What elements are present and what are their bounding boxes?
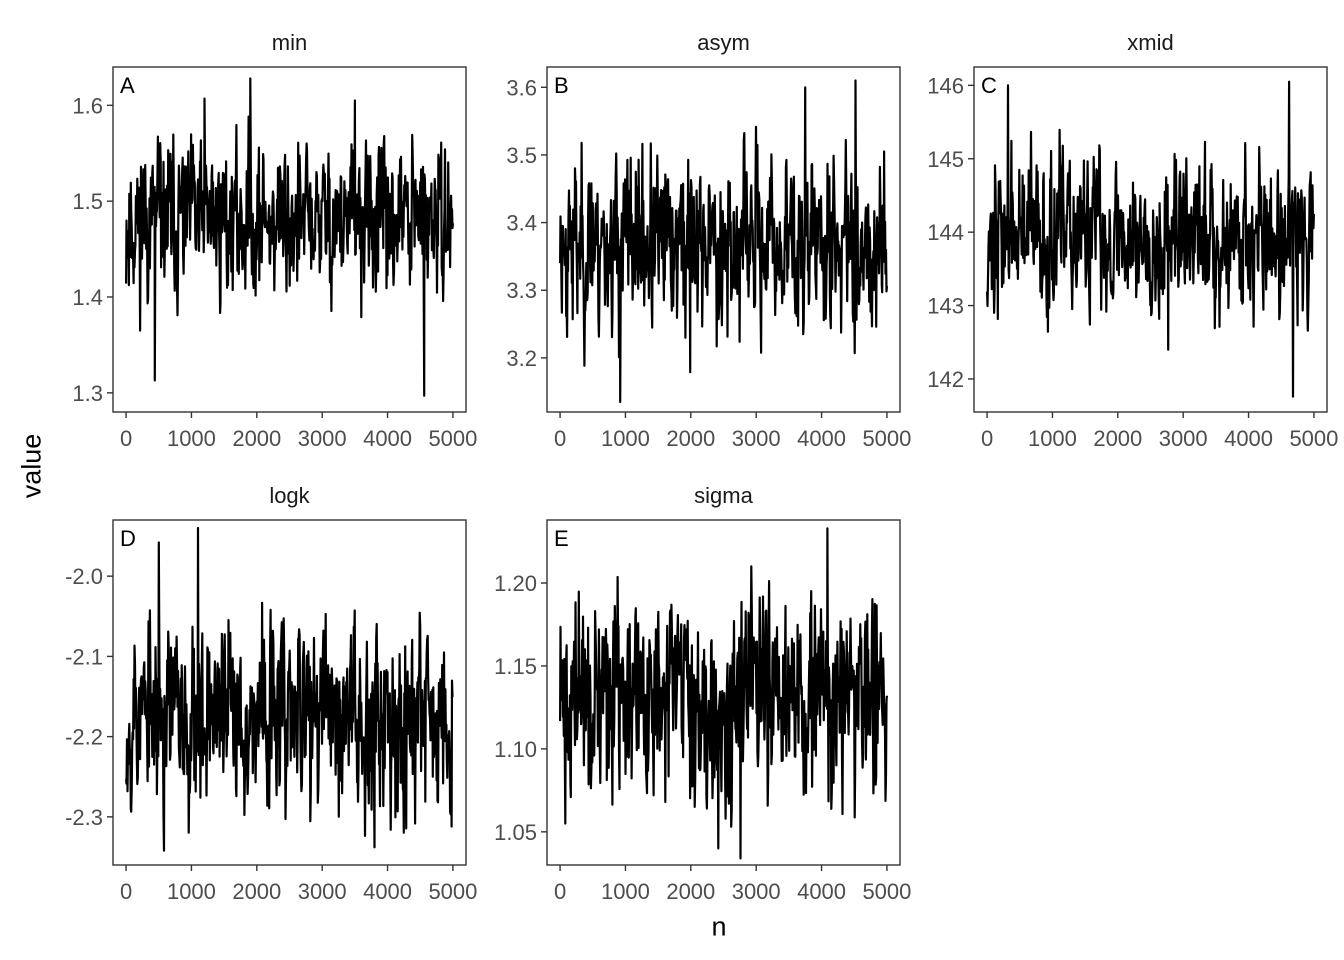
trace-line-xmid xyxy=(986,80,1315,398)
x-tick-label: 3000 xyxy=(298,879,347,904)
y-tick-label: 3.4 xyxy=(506,211,537,236)
panel-tag-label: D xyxy=(120,526,136,551)
panel-border xyxy=(973,66,1328,413)
panel-a: min A 0 1000 2000 3000 4000 5000 1.3 1.4 1.5 1.6 xyxy=(72,30,477,451)
y-tick-label: -2.1 xyxy=(65,644,103,669)
y-tick-label: 1.5 xyxy=(72,189,103,214)
y-tick-label: 1.10 xyxy=(494,737,537,762)
x-tick-label: 0 xyxy=(554,879,566,904)
panel-title: logk xyxy=(269,483,310,508)
x-tick-label: 2000 xyxy=(1093,426,1142,451)
x-tick-label: 0 xyxy=(981,426,993,451)
panel-title: sigma xyxy=(694,483,753,508)
panel-title: min xyxy=(272,30,307,55)
x-tick-label: 2000 xyxy=(232,426,281,451)
y-tick-label: 1.05 xyxy=(494,820,537,845)
x-tick-label: 4000 xyxy=(797,426,846,451)
x-tick-label: 3000 xyxy=(298,426,347,451)
x-tick-label: 5000 xyxy=(1289,426,1338,451)
x-tick-label: 4000 xyxy=(797,879,846,904)
x-tick-label: 2000 xyxy=(232,879,281,904)
x-tick-label: 4000 xyxy=(363,426,412,451)
x-tick-label: 2000 xyxy=(666,879,715,904)
y-tick-label: 145 xyxy=(927,147,964,172)
y-tick-label: 1.15 xyxy=(494,654,537,679)
y-tick-label: -2.2 xyxy=(65,725,103,750)
panel-border xyxy=(546,519,901,866)
y-axis-title: value xyxy=(16,433,47,499)
panel-c: xmid C 0 1000 2000 3000 4000 5000 142 143 144 145 14… xyxy=(927,30,1338,451)
x-tick-label: 1000 xyxy=(601,879,650,904)
y-tick-label: 1.3 xyxy=(72,381,103,406)
panel-title: xmid xyxy=(1127,30,1173,55)
y-tick-label: 1.4 xyxy=(72,285,103,310)
panel-tag-label: C xyxy=(981,73,997,98)
panel-e: sigma E 0 1000 2000 3000 4000 5000 1.05 1.10 1.15 1… xyxy=(494,483,911,904)
panel-border xyxy=(546,66,901,413)
x-tick-label: 1000 xyxy=(167,426,216,451)
panel-title: asym xyxy=(697,30,750,55)
panel-tag-background xyxy=(548,68,578,102)
y-tick-label: 3.2 xyxy=(506,346,537,371)
x-tick-label: 2000 xyxy=(666,426,715,451)
y-tick-label: 142 xyxy=(927,367,964,392)
trace-line-asym xyxy=(559,79,888,403)
y-tick-label: 143 xyxy=(927,294,964,319)
panel-b: asym B 0 1000 2000 3000 4000 5000 3.2 3.3 3.4 3.5 3.… xyxy=(506,30,911,451)
x-tick-label: 5000 xyxy=(862,426,911,451)
x-tick-label: 1000 xyxy=(167,879,216,904)
x-tick-label: 3000 xyxy=(1159,426,1208,451)
x-tick-label: 3000 xyxy=(732,426,781,451)
trace-line-logk xyxy=(125,526,454,852)
y-tick-label: 3.5 xyxy=(506,143,537,168)
panel-tag-label: E xyxy=(554,526,569,551)
panel-d: logk D 0 1000 2000 3000 4000 5000 -2.3 -2.2 -2.1 -2… xyxy=(65,483,477,904)
x-tick-label: 4000 xyxy=(1224,426,1273,451)
y-tick-label: -2.0 xyxy=(65,564,103,589)
y-tick-label: 146 xyxy=(927,73,964,98)
x-tick-label: 3000 xyxy=(732,879,781,904)
trace-line-sigma xyxy=(558,527,888,860)
x-tick-label: 5000 xyxy=(428,879,477,904)
panel-tag-background xyxy=(114,521,144,555)
trace-line-min xyxy=(125,77,454,397)
y-tick-label: 3.3 xyxy=(506,278,537,303)
y-tick-label: -2.3 xyxy=(65,805,103,830)
panel-border xyxy=(112,519,467,866)
x-tick-label: 5000 xyxy=(862,879,911,904)
panel-tag-label: A xyxy=(120,73,135,98)
x-tick-label: 0 xyxy=(554,426,566,451)
y-tick-label: 3.6 xyxy=(506,75,537,100)
y-tick-label: 144 xyxy=(927,220,964,245)
x-tick-label: 0 xyxy=(120,426,132,451)
x-tick-label: 1000 xyxy=(601,426,650,451)
panel-tag-label: B xyxy=(554,73,569,98)
panel-tag-background xyxy=(548,521,578,555)
y-tick-label: 1.20 xyxy=(494,571,537,596)
x-tick-label: 5000 xyxy=(428,426,477,451)
panel-tag-background xyxy=(975,68,1005,102)
x-axis-title: n xyxy=(711,911,727,942)
x-tick-label: 4000 xyxy=(363,879,412,904)
panel-tag-background xyxy=(114,68,144,102)
x-tick-label: 0 xyxy=(120,879,132,904)
panel-border xyxy=(112,66,467,413)
y-tick-label: 1.6 xyxy=(72,93,103,118)
x-tick-label: 1000 xyxy=(1028,426,1077,451)
